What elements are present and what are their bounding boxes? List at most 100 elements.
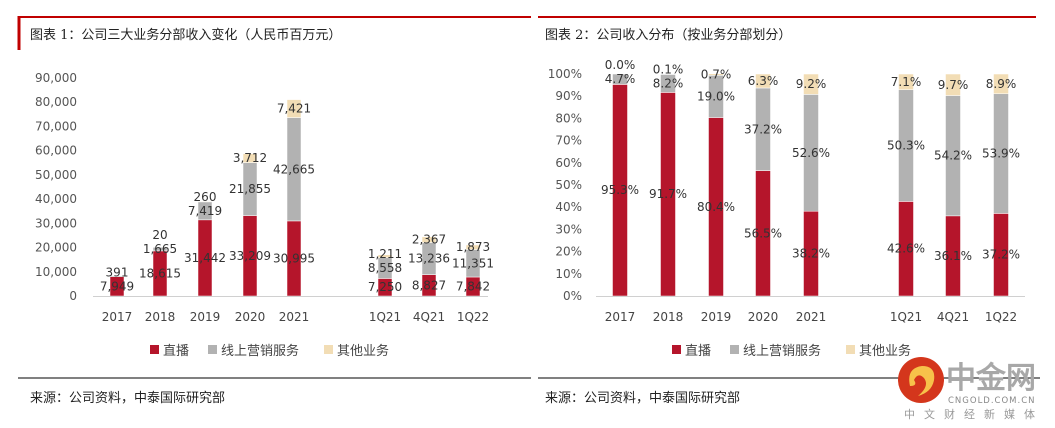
x-tick-label: 2017	[102, 310, 133, 324]
y-tick-label: 70,000	[35, 119, 77, 133]
bar-segment-other	[993, 73, 1009, 95]
y-tick-label: 50%	[555, 178, 582, 192]
bar-segment-other	[755, 73, 771, 89]
data-label: 37.2%	[982, 248, 1020, 262]
data-label: 31,442	[184, 251, 226, 265]
x-tick-label: 1Q22	[457, 310, 489, 324]
y-tick-label: 40,000	[35, 192, 77, 206]
x-tick-label: 2020	[235, 310, 266, 324]
data-label: 30,995	[273, 251, 315, 265]
data-label: 7,949	[100, 279, 134, 293]
data-label: 4.7%	[605, 72, 636, 86]
data-label: 42.6%	[887, 242, 925, 256]
data-label: 8,827	[412, 278, 446, 292]
y-tick-label: 20,000	[35, 241, 77, 255]
data-label: 8.9%	[986, 77, 1017, 91]
chart-2-title: 图表 2：公司收入分布（按业务分部划分）	[545, 28, 792, 43]
bar-segment-other	[803, 73, 819, 95]
watermark-tagline: 中文财经新媒体	[904, 407, 1044, 421]
data-label: 9.2%	[796, 77, 827, 91]
legend-swatch	[672, 345, 681, 354]
legend-label: 线上营销服务	[221, 343, 299, 359]
bar-segment-other	[242, 153, 258, 163]
y-tick-label: 10%	[555, 267, 582, 281]
data-label: 37.2%	[744, 122, 782, 136]
data-label: 7.1%	[891, 75, 922, 89]
watermark-logo: 中金网 CNGOLD.COM.CN 中文财经新媒体	[896, 356, 1046, 424]
legend-label: 线上营销服务	[743, 343, 821, 359]
x-tick-label: 1Q21	[369, 310, 401, 324]
data-label: 56.5%	[744, 226, 782, 240]
data-label: 0.7%	[701, 68, 732, 82]
data-label: 9.7%	[938, 78, 969, 92]
data-label: 18,615	[139, 266, 181, 280]
x-tick-label: 2021	[796, 310, 827, 324]
y-tick-label: 70%	[555, 134, 582, 148]
bar-segment-other	[660, 73, 676, 75]
legend-swatch	[150, 345, 159, 354]
data-label: 91.7%	[649, 187, 687, 201]
x-tick-label: 2019	[701, 310, 732, 324]
legend-label: 其他业务	[337, 343, 389, 359]
data-label: 2,367	[412, 233, 446, 247]
legend-swatch	[208, 345, 217, 354]
data-label: 20	[152, 228, 167, 242]
y-tick-label: 40%	[555, 200, 582, 214]
legend-swatch	[846, 345, 855, 354]
data-label: 7,842	[456, 280, 490, 294]
y-tick-label: 100%	[548, 67, 582, 81]
data-label: 36.1%	[934, 249, 972, 263]
data-label: 11,351	[452, 256, 494, 270]
legend-swatch	[324, 345, 333, 354]
x-tick-label: 2021	[279, 310, 310, 324]
data-label: 0.1%	[653, 62, 684, 76]
data-label: 80.4%	[697, 200, 735, 214]
data-label: 38.2%	[792, 247, 830, 261]
y-tick-label: 30,000	[35, 216, 77, 230]
y-tick-label: 90%	[555, 89, 582, 103]
x-tick-label: 1Q22	[985, 310, 1017, 324]
x-tick-label: 2017	[605, 310, 636, 324]
data-label: 7,250	[368, 280, 402, 294]
data-label: 6.3%	[748, 74, 779, 88]
legend-label: 直播	[163, 344, 189, 359]
data-label: 0.0%	[605, 58, 636, 72]
legend-swatch	[730, 345, 739, 354]
data-label: 50.3%	[887, 139, 925, 153]
x-tick-label: 1Q21	[890, 310, 922, 324]
x-tick-label: 2018	[653, 310, 684, 324]
data-label: 7,421	[277, 102, 311, 116]
data-label: 8.2%	[653, 76, 684, 90]
bar-segment-other	[286, 99, 302, 118]
y-tick-label: 80,000	[35, 95, 77, 109]
data-label: 391	[106, 265, 129, 279]
cngold-logo-icon	[898, 357, 944, 403]
y-tick-label: 0	[69, 289, 77, 303]
y-tick-label: 30%	[555, 222, 582, 236]
data-label: 1,665	[143, 242, 177, 256]
chart-2: 0% 10% 20% 30% 40% 50% 60% 70% 80% 90% 100% 95.3% 4.…	[548, 58, 1025, 359]
x-tick-label: 2020	[748, 310, 779, 324]
y-tick-label: 80%	[555, 111, 582, 125]
data-label: 52.6%	[792, 146, 830, 160]
data-label: 42,665	[273, 162, 315, 176]
x-tick-label: 2019	[190, 310, 221, 324]
y-tick-label: 60%	[555, 156, 582, 170]
y-tick-label: 60,000	[35, 144, 77, 158]
data-label: 53.9%	[982, 147, 1020, 161]
bar-segment-marketing	[612, 73, 628, 85]
legend-label: 其他业务	[859, 343, 911, 359]
bar-segment-other	[945, 73, 961, 96]
bar-segment-other	[421, 236, 437, 243]
y-tick-label: 0%	[563, 289, 582, 303]
data-label: 95.3%	[601, 183, 639, 197]
data-label: 54.2%	[934, 149, 972, 163]
watermark-name: 中金网	[946, 361, 1036, 396]
y-tick-label: 20%	[555, 245, 582, 259]
data-label: 1,873	[456, 240, 490, 254]
x-tick-label: 4Q21	[937, 310, 969, 324]
data-label: 3,712	[233, 151, 267, 165]
data-label: 13,236	[408, 252, 450, 266]
data-label: 21,855	[229, 182, 271, 196]
